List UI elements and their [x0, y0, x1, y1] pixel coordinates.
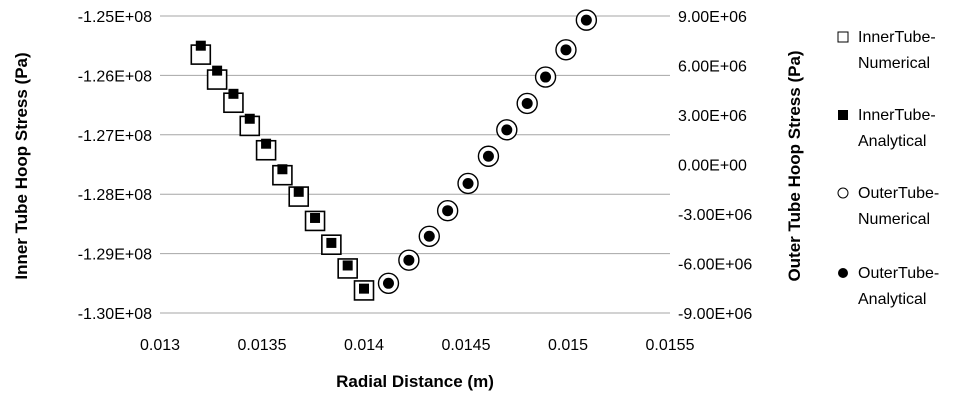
- y2-tick-label: -3.00E+06: [678, 207, 752, 224]
- legend: InnerTube- Numerical InnerTube- Analytical O…: [837, 29, 939, 308]
- x-tick-label: 0.014: [344, 337, 384, 354]
- innertube-analytical-point: [228, 88, 239, 99]
- innertube-numerical-legend-label: InnerTube-: [858, 29, 936, 46]
- y-tick-label: -1.29E+08: [78, 247, 152, 264]
- innertube-analytical-point: [195, 40, 206, 51]
- y2-tick-label: 6.00E+06: [678, 59, 747, 76]
- y-tick-label: -1.26E+08: [78, 68, 152, 85]
- outertube-analytical-legend-label: Analytical: [858, 291, 926, 308]
- y2-tick-label: -9.00E+06: [678, 306, 752, 323]
- y-tick-label: -1.25E+08: [78, 9, 152, 26]
- innertube-analytical-point: [342, 260, 353, 271]
- y-tick-label: -1.28E+08: [78, 187, 152, 204]
- y-tick-label: -1.27E+08: [78, 128, 152, 145]
- outertube-analytical-point: [540, 71, 552, 83]
- x-axis-title: Radial Distance (m): [336, 372, 494, 391]
- outertube-analytical-point: [580, 14, 592, 26]
- x-tick-label: 0.0135: [238, 337, 287, 354]
- innertube-analytical-point: [244, 113, 255, 124]
- innertube-analytical-point: [326, 237, 337, 248]
- outertube-analytical-point: [501, 124, 513, 136]
- innertube-numerical-legend-marker: [837, 31, 849, 43]
- outertube-analytical-point: [521, 97, 533, 109]
- y2-axis-tick-labels: 9.00E+06 6.00E+06 3.00E+06 0.00E+00 -3.00E+0…: [678, 9, 752, 323]
- innertube-analytical-legend-marker: [838, 110, 848, 120]
- y2-tick-label: 0.00E+00: [678, 158, 747, 175]
- innertube-analytical-legend-label: InnerTube-: [858, 107, 936, 124]
- x-tick-label: 0.015: [548, 337, 588, 354]
- outertube-analytical-point: [560, 44, 572, 56]
- innertube-numerical-legend-label: Numerical: [858, 55, 930, 72]
- x-axis-tick-labels: 0.013 0.0135 0.014 0.0145 0.015 0.0155: [140, 337, 695, 354]
- y2-tick-label: 3.00E+06: [678, 108, 747, 125]
- outertube-analytical-legend-label: OuterTube-: [858, 265, 939, 282]
- innertube-analytical-point: [293, 186, 304, 197]
- outertube-analytical-point: [423, 230, 435, 242]
- outertube-numerical-legend-label: OuterTube-: [858, 185, 939, 202]
- outertube-analytical-point: [482, 150, 494, 162]
- innertube-analytical-point: [261, 138, 272, 149]
- outertube-analytical-legend-marker: [838, 268, 848, 278]
- innertube-analytical-point: [212, 65, 223, 76]
- innertube-analytical-point: [277, 164, 288, 175]
- y-axis-tick-labels: -1.25E+08 -1.26E+08 -1.27E+08 -1.28E+08 -1.2…: [78, 9, 152, 323]
- y2-axis-title: Outer Tube Hoop Stress (Pa): [785, 50, 804, 281]
- data-markers: [190, 9, 598, 301]
- y2-tick-label: 9.00E+06: [678, 9, 747, 26]
- outertube-analytical-point: [442, 205, 454, 217]
- outertube-numerical-legend-marker: [837, 187, 849, 199]
- outertube-analytical-point: [462, 177, 474, 189]
- outertube-analytical-point: [403, 254, 415, 266]
- innertube-analytical-point: [310, 212, 321, 223]
- y2-tick-label: -6.00E+06: [678, 257, 752, 274]
- x-tick-label: 0.0145: [442, 337, 491, 354]
- innertube-analytical-point: [359, 283, 369, 294]
- y-axis-title: Inner Tube Hoop Stress (Pa): [12, 52, 31, 279]
- innertube-analytical-legend-label: Analytical: [858, 133, 926, 150]
- x-tick-label: 0.0155: [646, 337, 695, 354]
- y-tick-label: -1.30E+08: [78, 306, 152, 323]
- x-tick-label: 0.013: [140, 337, 180, 354]
- outertube-analytical-point: [382, 277, 394, 289]
- outertube-numerical-legend-label: Numerical: [858, 211, 930, 228]
